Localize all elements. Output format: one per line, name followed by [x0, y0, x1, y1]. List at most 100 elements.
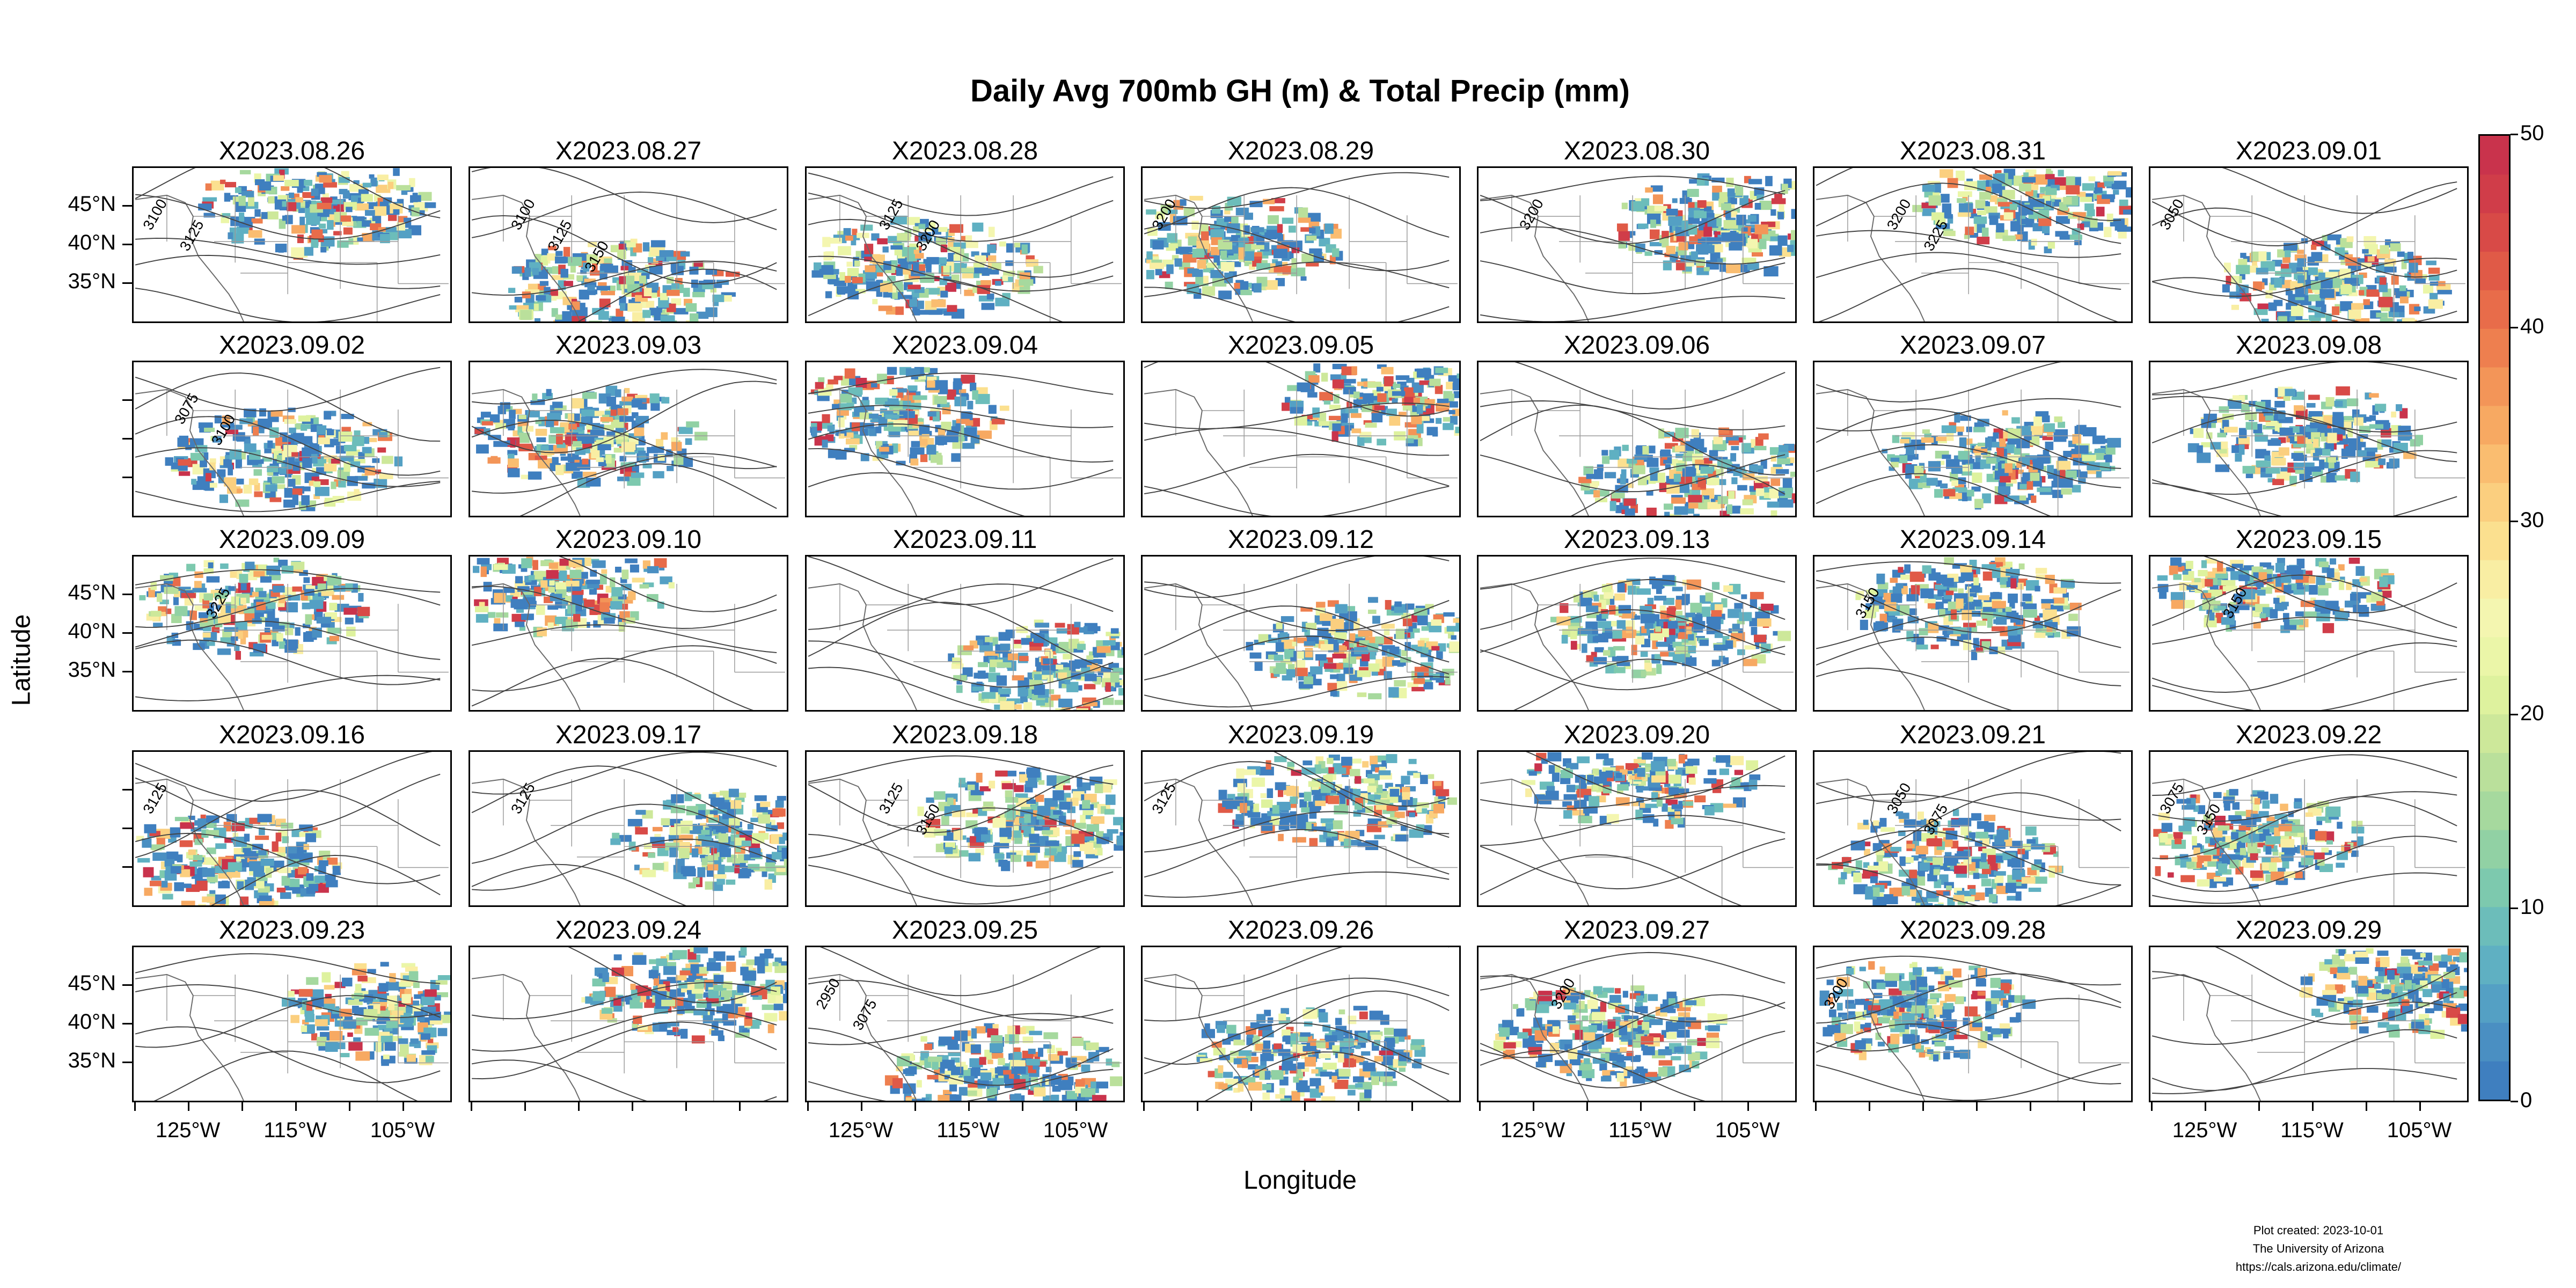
coastline: [1816, 194, 1925, 321]
precip-field: [139, 557, 370, 660]
height-contour: [808, 1069, 1114, 1101]
precip-field: [2153, 789, 2365, 889]
height-contour: [819, 947, 1101, 997]
precip-map: 3150: [1813, 555, 2133, 712]
colorbar-swatch: [2480, 482, 2509, 522]
map-panel: X2023.09.09 3225: [132, 527, 452, 712]
lon-tick: [861, 1102, 862, 1111]
height-contour: [471, 1059, 777, 1101]
height-contour: [135, 416, 441, 476]
lon-tick-label: 115°W: [1608, 1118, 1672, 1142]
height-contour: [135, 832, 441, 884]
precip-field: [472, 557, 675, 638]
colorbar-swatch: [2480, 714, 2509, 753]
coastline: [1480, 974, 1589, 1101]
height-contour: [1144, 581, 1450, 632]
height-contour: [1144, 1022, 1450, 1075]
lon-tick: [1640, 1102, 1642, 1111]
colorbar-swatch: [2480, 791, 2509, 830]
height-contour: [1480, 189, 1785, 244]
map-panel: X2023.09.13: [1477, 527, 1797, 712]
height-contour: [808, 583, 1114, 630]
precip-map: [1477, 750, 1797, 907]
height-contour: [808, 192, 1114, 242]
plot-created-date: Plot created: 2023-10-01: [2253, 1224, 2384, 1237]
colorbar-swatch: [2480, 868, 2509, 908]
lon-tick-label: 105°W: [1043, 1118, 1108, 1142]
precip-map: [2149, 361, 2469, 517]
height-contour: [1480, 400, 1785, 430]
precip-field: [1521, 752, 1761, 829]
height-contour: [1144, 977, 1450, 1022]
height-contour: [472, 1009, 777, 1052]
height-contour: [2151, 181, 2457, 246]
height-contour: [1144, 557, 1450, 598]
height-contour: [808, 448, 1114, 490]
coastline: [471, 778, 581, 905]
height-contour: [1816, 752, 2121, 803]
contour-label: 3125: [875, 196, 906, 232]
lat-tick-label: 40°N: [68, 231, 116, 254]
height-contour: [1816, 408, 2121, 469]
map-panel: X2023.09.25 2950 3075: [805, 918, 1125, 1102]
lat-tick: [122, 282, 132, 284]
height-contour: [135, 1026, 441, 1084]
height-contour: [1480, 579, 1785, 630]
lon-tick: [471, 1102, 472, 1111]
height-contour: [1480, 952, 1785, 991]
precip-field: [2187, 386, 2423, 487]
lat-tick-label: 35°N: [68, 658, 116, 682]
lon-tick: [1586, 1102, 1588, 1111]
panel-date-title: X2023.09.18: [891, 721, 1038, 749]
coastline: [1816, 389, 1925, 516]
colorbar-swatch: [2480, 405, 2509, 445]
lon-tick: [968, 1102, 970, 1111]
lon-tick: [2312, 1102, 2314, 1111]
panel-date-title: X2023.08.29: [1227, 137, 1374, 165]
panel-date-title: X2023.09.22: [2235, 721, 2382, 749]
panel-date-title: X2023.09.01: [2235, 137, 2382, 165]
map-panel: X2023.09.02 3075 3100: [132, 333, 452, 517]
colorbar-swatch: [2480, 675, 2509, 715]
coastline: [1144, 389, 1253, 516]
precip-map: [132, 946, 452, 1102]
map-panel: X2023.09.27 3200: [1477, 918, 1797, 1102]
contour-label: 3200: [1883, 196, 1914, 232]
height-contour: [2222, 168, 2457, 214]
colorbar-swatch: [2480, 945, 2509, 984]
panel-date-title: X2023.09.23: [218, 916, 365, 945]
map-panel: X2023.09.20: [1477, 722, 1797, 907]
height-contour: [808, 557, 1114, 605]
panel-date-title: X2023.09.19: [1227, 721, 1374, 749]
y-axis-title: Latitude: [7, 614, 36, 706]
lon-tick: [2151, 1102, 2153, 1111]
panel-date-title: X2023.08.30: [1563, 137, 1710, 165]
height-contour: [135, 789, 441, 858]
map-panel: X2023.09.12: [1141, 527, 1461, 712]
lon-tick: [2258, 1102, 2260, 1111]
height-contour: [1144, 261, 1450, 297]
precip-field: [136, 814, 342, 905]
lon-tick-label: 125°W: [828, 1118, 894, 1142]
height-contour: [472, 645, 777, 692]
lon-tick: [1411, 1102, 1413, 1111]
height-contour: [1480, 785, 1785, 809]
height-contour: [1480, 175, 1785, 201]
height-contour: [1818, 268, 2118, 321]
height-contour: [135, 367, 441, 412]
precip-field: [1616, 173, 1795, 277]
panel-date-title: X2023.09.20: [1563, 721, 1710, 749]
precip-map: [469, 361, 788, 517]
height-contour: [1144, 676, 1450, 708]
lon-tick-label: 105°W: [1715, 1118, 1780, 1142]
map-panel: X2023.08.30 3200: [1477, 138, 1797, 323]
panel-date-title: X2023.09.27: [1563, 916, 1710, 945]
contour-label: 3125: [140, 780, 170, 816]
coastline: [808, 974, 917, 1101]
map-panel: X2023.08.28 3125 3200: [805, 138, 1125, 323]
map-panel: X2023.09.04: [805, 333, 1125, 517]
lon-tick: [1143, 1102, 1145, 1111]
height-contour: [1816, 792, 2121, 866]
